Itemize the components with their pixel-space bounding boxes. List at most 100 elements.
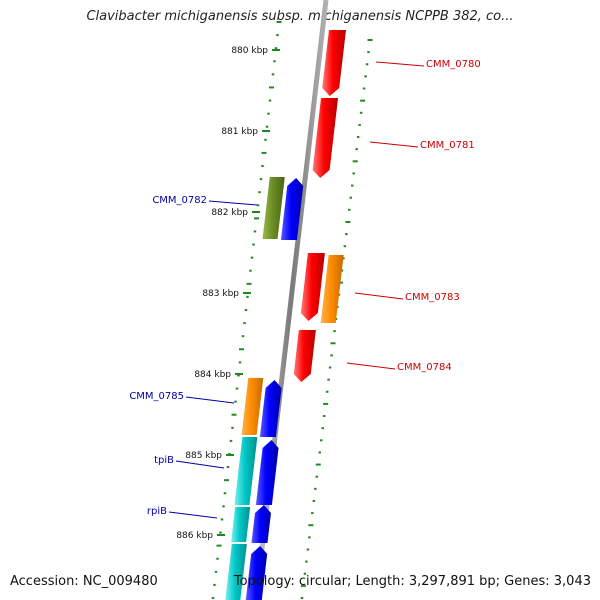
gene-label-cmm-0781[interactable]: CMM_0781 bbox=[420, 140, 475, 151]
gene-label-cmm-0785[interactable]: CMM_0785 bbox=[129, 391, 184, 402]
gc-dot-inner bbox=[214, 570, 218, 573]
gc-dot-outer bbox=[306, 548, 310, 551]
gc-dot-inner bbox=[226, 466, 230, 469]
gene-labels: CMM_0780 CMM_0781 CMM_0782 CMM_0783 CMM_0784… bbox=[129, 59, 481, 519]
gc-dot-inner bbox=[219, 531, 222, 534]
gene-label-cmm-0783[interactable]: CMM_0783 bbox=[405, 292, 460, 303]
gc-dot-outer bbox=[342, 257, 345, 260]
cds-arrow-cmm-0785[interactable] bbox=[259, 380, 282, 437]
gc-dot-outer bbox=[358, 123, 361, 126]
gene-label-cmm-0780[interactable]: CMM_0780 bbox=[426, 59, 481, 70]
gc-dot-outer bbox=[330, 342, 336, 345]
gc-dot-inner bbox=[238, 361, 242, 364]
gene-leader-line-rpib bbox=[168, 511, 218, 519]
gene-leader-line-cmm-0782 bbox=[208, 200, 258, 206]
gc-dot-inner bbox=[268, 99, 272, 102]
gene-leader-line-cmm-0784 bbox=[346, 362, 396, 370]
gc-dot-inner bbox=[229, 439, 233, 442]
gc-dot-inner bbox=[271, 73, 275, 76]
scale-tick-label: 881 kbp bbox=[221, 127, 258, 137]
gene-label-cmm-0782[interactable]: CMM_0782 bbox=[152, 195, 207, 206]
gc-dot-inner bbox=[216, 544, 222, 547]
gc-dot-outer bbox=[367, 39, 373, 41]
gc-dot-outer bbox=[360, 99, 366, 102]
gc-dot-outer bbox=[352, 172, 355, 175]
cog-box-cmm-0782[interactable] bbox=[262, 177, 285, 239]
cds-arrow-rpib[interactable] bbox=[251, 505, 271, 543]
cds-arrow-next[interactable] bbox=[245, 546, 268, 600]
gc-dot-inner bbox=[246, 282, 252, 285]
gc-dot-inner bbox=[216, 557, 219, 560]
gc-dot-inner bbox=[231, 426, 234, 429]
gc-dot-inner bbox=[256, 204, 260, 207]
gc-dot-outer bbox=[333, 330, 336, 333]
gc-dot-inner bbox=[211, 597, 215, 599]
gc-dot-outer bbox=[355, 148, 358, 151]
cog-box-cmm-0785[interactable] bbox=[241, 378, 264, 435]
gc-dot-inner bbox=[243, 322, 246, 325]
gc-dot-outer bbox=[348, 208, 351, 211]
cog-box-cmm-0783[interactable] bbox=[320, 255, 344, 323]
gc-dot-outer bbox=[312, 499, 316, 502]
gc-dot-outer bbox=[305, 560, 308, 563]
gc-dot-inner bbox=[250, 256, 254, 259]
gc-dot-outer bbox=[300, 584, 306, 587]
gc-dot-inner bbox=[224, 479, 229, 482]
gc-dot-outer bbox=[315, 463, 321, 466]
gc-dot-inner bbox=[220, 518, 224, 521]
scale-tick-label: 882 kbp bbox=[211, 208, 248, 218]
gc-dot-inner bbox=[234, 400, 237, 403]
gc-dot-outer bbox=[318, 451, 321, 454]
gc-dot-outer bbox=[356, 136, 360, 139]
gc-dot-inner bbox=[276, 21, 282, 23]
gene-label-tpib[interactable]: tpiB bbox=[154, 455, 174, 466]
scale-tick-label: 885 kbp bbox=[185, 451, 222, 461]
gc-dot-inner bbox=[252, 243, 255, 246]
cds-arrow-cmm-0783-red[interactable] bbox=[300, 253, 325, 321]
scale-tick-label: 884 kbp bbox=[194, 370, 231, 380]
gc-dot-inner bbox=[261, 151, 267, 154]
scale-tick-label: 880 kbp bbox=[231, 46, 268, 56]
gc-dot-inner bbox=[276, 34, 279, 37]
gc-dot-outer bbox=[364, 75, 367, 78]
gene-label-rpib[interactable]: rpiB bbox=[147, 506, 167, 517]
scale-ticks: 880 kbp 881 kbp 882 kbp 883 kbp 884 kbp 885 k… bbox=[176, 46, 280, 541]
gc-dot-inner bbox=[258, 191, 261, 194]
gc-dot-outer bbox=[351, 184, 354, 187]
gc-dot-inner bbox=[237, 374, 240, 377]
gc-dot-outer bbox=[300, 597, 304, 599]
gc-dot-inner bbox=[239, 348, 244, 351]
gene-label-cmm-0784[interactable]: CMM_0784 bbox=[397, 362, 452, 373]
cog-box-tpib[interactable] bbox=[234, 437, 258, 505]
cds-arrow-cmm-0781[interactable] bbox=[312, 98, 339, 178]
gc-dot-inner bbox=[274, 47, 278, 50]
gc-dot-inner bbox=[264, 138, 267, 141]
gc-dot-outer bbox=[319, 439, 323, 442]
cog-box-rpib[interactable] bbox=[231, 507, 251, 542]
cds-arrow-tpib[interactable] bbox=[255, 440, 279, 505]
cds-arrow-cmm-0784[interactable] bbox=[293, 330, 316, 382]
gc-dot-outer bbox=[328, 366, 332, 369]
gc-dot-outer bbox=[349, 196, 353, 199]
gc-dot-outer bbox=[308, 536, 311, 539]
cds-arrow-cmm-0780[interactable] bbox=[322, 30, 346, 96]
gc-dot-outer bbox=[345, 233, 348, 236]
scale-tick-label: 883 kbp bbox=[202, 289, 239, 299]
gc-dot-outer bbox=[325, 390, 329, 393]
genome-summary-text: Topology: circular; Length: 3,297,891 bp… bbox=[233, 574, 591, 589]
gc-dot-outer bbox=[314, 487, 317, 490]
gc-dot-inner bbox=[235, 387, 239, 390]
gc-dot-outer bbox=[330, 354, 333, 357]
gc-dot-inner bbox=[231, 413, 237, 416]
cds-arrow-cmm-0782[interactable] bbox=[280, 178, 304, 240]
gc-dot-outer bbox=[322, 415, 326, 418]
cog-box-next[interactable] bbox=[225, 544, 247, 600]
gc-dot-outer bbox=[343, 245, 347, 248]
gene-leader-line-cmm-0780 bbox=[375, 61, 425, 67]
scale-tick-label: 886 kbp bbox=[176, 531, 213, 541]
gene-leader-line-cmm-0783 bbox=[354, 292, 404, 300]
gc-dot-outer bbox=[359, 111, 363, 114]
gc-dot-outer bbox=[340, 269, 344, 272]
gc-dot-inner bbox=[267, 112, 270, 115]
